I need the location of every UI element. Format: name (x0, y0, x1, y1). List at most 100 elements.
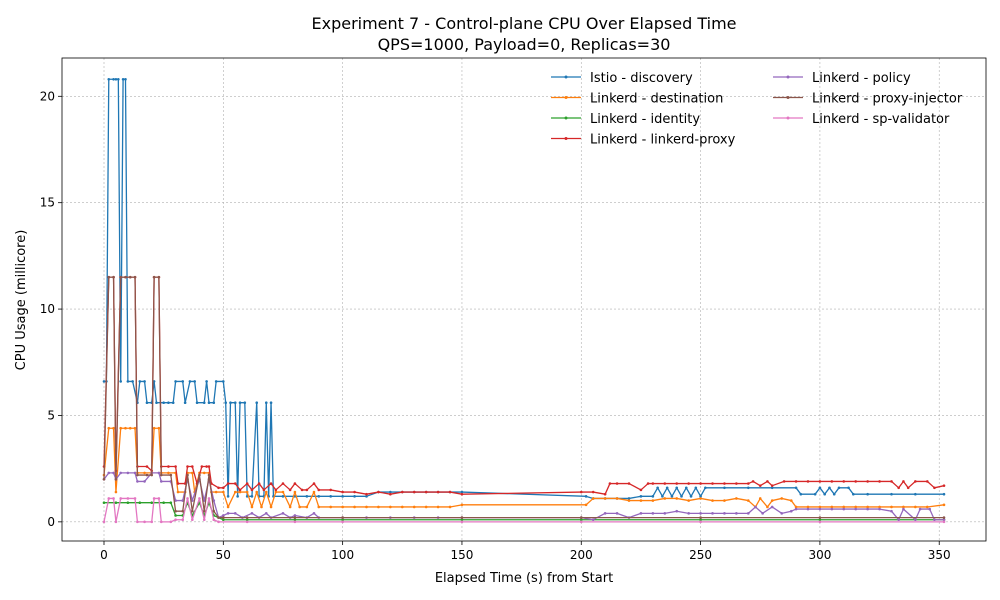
data-point (114, 77, 118, 81)
data-point (233, 490, 237, 494)
data-point (579, 520, 583, 524)
data-point (687, 512, 690, 515)
data-point (699, 516, 702, 519)
data-point (329, 488, 333, 492)
data-point (866, 505, 869, 509)
data-point (341, 490, 344, 494)
data-point (312, 512, 316, 515)
data-point (942, 503, 946, 507)
data-point (133, 275, 137, 279)
data-point (119, 497, 122, 500)
data-point (902, 505, 905, 509)
data-point (222, 516, 225, 519)
data-point (128, 426, 132, 430)
data-point (866, 507, 869, 511)
data-point (699, 518, 702, 522)
data-point (436, 490, 440, 494)
data-point (942, 492, 946, 496)
data-point (250, 488, 254, 492)
data-point (176, 490, 180, 494)
data-point (890, 492, 893, 496)
data-point (222, 514, 225, 517)
data-point (584, 503, 588, 507)
data-point (460, 520, 464, 524)
data-point (830, 507, 834, 511)
data-point (377, 490, 380, 494)
data-point (639, 488, 643, 492)
data-point (124, 77, 127, 81)
data-point (212, 401, 216, 405)
data-point (119, 471, 122, 475)
data-point (159, 480, 163, 483)
data-point (878, 480, 881, 483)
data-point (460, 503, 464, 507)
data-point (770, 505, 774, 509)
data-point (312, 482, 316, 485)
data-point (770, 484, 774, 487)
data-point (854, 505, 857, 509)
data-point (107, 471, 111, 475)
plot-frame (61, 57, 987, 542)
y-tick-label: 10 (40, 302, 55, 316)
data-point (646, 482, 650, 485)
data-point (205, 465, 208, 468)
data-point (689, 495, 693, 498)
data-point (174, 465, 177, 468)
data-point (207, 401, 211, 405)
data-point (639, 495, 643, 498)
data-point (102, 520, 106, 524)
data-point (389, 505, 392, 509)
data-point (424, 505, 428, 509)
data-point (217, 520, 220, 524)
data-point (942, 484, 946, 487)
data-point (579, 490, 583, 494)
data-point (842, 480, 846, 483)
x-tick-label: 200 (570, 548, 593, 562)
data-point (591, 490, 595, 494)
data-point (200, 465, 204, 468)
data-point (212, 499, 216, 502)
data-point (274, 488, 278, 492)
data-point (229, 401, 232, 405)
legend-label: Linkerd - sp-validator (812, 112, 950, 127)
data-point (150, 501, 154, 505)
data-point (222, 490, 225, 494)
legend-label: Linkerd - policy (812, 71, 911, 86)
data-point (293, 520, 297, 524)
data-point (186, 465, 189, 468)
data-point (758, 497, 762, 500)
data-point (341, 495, 344, 498)
data-point (680, 495, 683, 498)
data-point (126, 497, 130, 500)
data-point (119, 426, 122, 430)
data-point (212, 509, 216, 513)
data-point (112, 426, 115, 430)
x-tick-label: 50 (216, 548, 231, 562)
data-point (114, 501, 118, 505)
data-point (329, 505, 333, 509)
data-point (157, 275, 161, 279)
x-axis-label: Elapsed Time (s) from Start (435, 571, 613, 586)
series-linkerd-proxy-injector (102, 275, 946, 519)
data-point (828, 486, 831, 490)
data-point (207, 497, 211, 500)
series-linkerd-sp-validator (102, 497, 946, 524)
data-point (157, 471, 161, 475)
data-point (389, 492, 392, 496)
data-point (823, 492, 826, 496)
data-point (250, 495, 254, 498)
data-point (126, 471, 130, 475)
data-point (579, 516, 583, 519)
data-point (663, 482, 667, 485)
data-point (353, 505, 356, 509)
data-point (902, 507, 905, 511)
data-point (723, 482, 726, 485)
data-point (675, 486, 679, 490)
data-point (942, 520, 946, 524)
data-point (789, 509, 793, 513)
data-point (162, 501, 165, 505)
data-point (751, 480, 755, 483)
data-point (124, 426, 127, 430)
data-point (222, 518, 225, 522)
data-point (202, 471, 206, 475)
